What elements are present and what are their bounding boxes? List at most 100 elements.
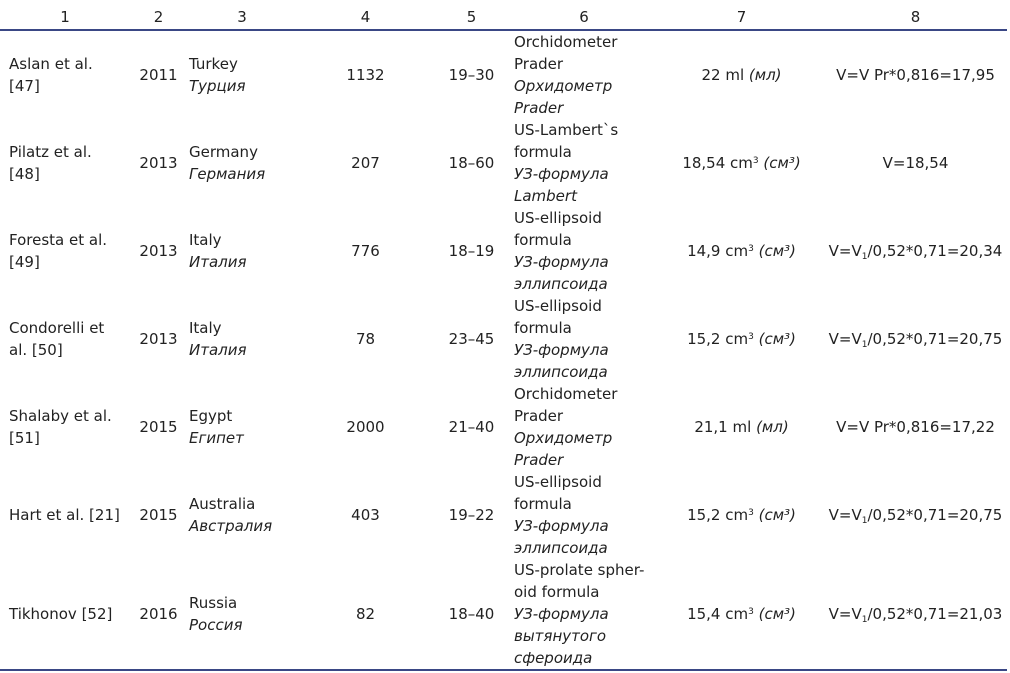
author-line: [49] [9,253,40,271]
volume-value: 15,4 cm [687,605,749,623]
volume-sup: 3 [748,332,754,342]
method-line: oid formula [514,583,600,601]
author-cell: Condorelli et al. [50] [0,295,130,383]
country-cell: Italy Италия [187,295,297,383]
header-cell: 1 [0,5,130,31]
table-row: Shalaby et al. [51] 2015 Egypt Египет 2000 21–… [0,383,1007,471]
formula-pre: V=V Pr*0,816=17,22 [836,418,995,436]
author-cell: Tikhonov [52] [0,559,130,671]
age-cell: 19–22 [448,506,495,524]
method-line-ru: Prader [514,451,564,469]
year-cell: 2013 [139,330,178,348]
method-line-ru: Орхидометр [514,429,613,447]
country-cell: Germany Германия [187,119,297,207]
method-line-ru: эллипсоида [514,275,608,293]
author-line: Aslan et al. [9,55,93,73]
volume-unit: (см³) [758,506,796,524]
data-table: 1 2 3 4 5 6 7 8 Aslan et al. [47] 2011 Turk… [0,5,1007,671]
method-line: US-ellipsoid [514,297,602,315]
volume-unit: (см³) [758,242,796,260]
author-line: Pilatz et al. [9,143,92,161]
formula-sub: 1 [861,615,868,625]
method-line: formula [514,143,572,161]
formula-cell: V=V Pr*0,816=17,22 [824,383,1007,471]
method-line: formula [514,231,572,249]
volume-cell: 15,2 cm3 (см³) [659,471,824,559]
country-ru: Турция [189,77,246,95]
formula-cell: V=V1/0,52*0,71=21,03 [824,559,1007,671]
method-line-ru: вытянутого [514,627,607,645]
volume-sup: 3 [752,156,759,166]
formula-pre: V=18,54 [882,154,949,172]
author-line: Foresta et al. [9,231,107,249]
method-line-ru: сфероида [514,649,593,667]
volume-unit: (см³) [758,330,796,348]
volume-cell: 21,1 ml (мл) [659,383,824,471]
n-cell: 82 [297,559,434,671]
method-line-ru: эллипсоида [514,363,608,381]
formula-post: /0,52*0,71=21,03 [867,605,1003,623]
method-cell: US-prolate spher-oid formula УЗ-формула вы… [509,559,659,671]
header-cell: 3 [187,5,297,31]
age-cell: 23–45 [448,330,495,348]
volume-value: 18,54 cm [682,154,753,172]
author-cell: Hart et al. [21] [0,471,130,559]
header-cell: 4 [297,5,434,31]
volume-cell: 18,54 cm3 (см³) [659,119,824,207]
volume-value: 15,2 cm [687,506,749,524]
volume-unit: (см³) [758,605,796,623]
n-cell: 1132 [346,66,385,84]
country-ru: Италия [189,341,247,359]
n-cell: 78 [355,330,376,348]
country-ru: Австралия [189,517,273,535]
method-cell: US-ellipsoid formula УЗ-формула эллипсоида [509,207,659,295]
country-cell: Turkey Турция [187,30,297,119]
method-line-ru: Prader [514,99,564,117]
formula-sub: 1 [861,340,868,350]
method-cell: Orchidometer Prader Орхидометр Prader [509,30,659,119]
method-cell: US-ellipsoid formula УЗ-формула эллипсоида [509,471,659,559]
country-ru: Россия [189,616,243,634]
author-line: Tikhonov [52] [9,605,113,623]
formula-cell: V=V1/0,52*0,71=20,34 [824,207,1007,295]
country-en: Italy [189,319,222,337]
method-line-ru: Орхидометр [514,77,613,95]
country-en: Italy [189,231,222,249]
country-cell: Egypt Египет [187,383,297,471]
formula-cell: V=V1/0,52*0,71=20,75 [824,471,1007,559]
age-cell: 19–30 [448,66,495,84]
author-line: Condorelli et [9,319,105,337]
method-line: US-Lambert`s [514,121,619,139]
n-cell: 776 [351,242,380,260]
formula-post: /0,52*0,71=20,34 [867,242,1003,260]
method-cell: Orchidometer Prader Орхидометр Prader [509,383,659,471]
volume-cell: 15,2 cm3 (см³) [659,295,824,383]
table-row: Pilatz et al. [48] 2013 Germany Германия 207 1… [0,119,1007,207]
year-cell: 2015 [139,418,178,436]
year-cell: 2016 [130,559,187,671]
method-line-ru: УЗ-формула [514,605,609,623]
volume-sup: 3 [748,508,754,518]
age-cell: 18–40 [434,559,509,671]
table-row: Hart et al. [21] 2015 Australia Австралия 40… [0,471,1007,559]
volume-sup: 3 [748,607,754,617]
country-ru: Египет [189,429,244,447]
author-cell: Foresta et al. [49] [0,207,130,295]
method-line-ru: Lambert [514,187,577,205]
n-cell: 207 [351,154,380,172]
method-line-ru: УЗ-формула [514,341,609,359]
method-line: Prader [514,407,564,425]
volume-cell: 15,4 cm3 (см³) [659,559,824,671]
volume-unit: (мл) [748,66,782,84]
method-line: Orchidometer [514,33,618,51]
method-line: US-ellipsoid [514,473,602,491]
country-ru: Германия [189,165,266,183]
author-line: [47] [9,77,40,95]
formula-sub: 1 [861,252,868,262]
country-en: Egypt [189,407,233,425]
volume-value: 22 ml [701,66,745,84]
author-line: al. [50] [9,341,63,359]
formula-pre: V=V [828,605,862,623]
country-cell: Italy Италия [187,207,297,295]
header-cell: 2 [130,5,187,31]
